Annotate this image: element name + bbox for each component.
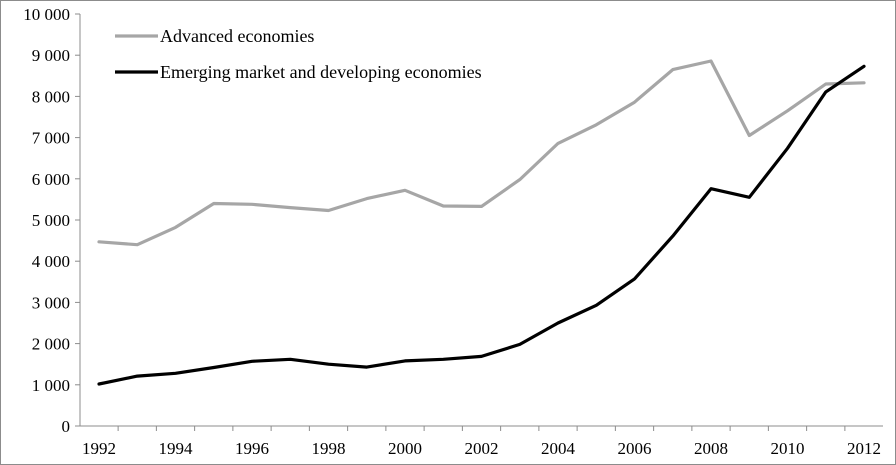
x-tick-label: 2000 bbox=[388, 439, 422, 458]
y-tick-label: 10 000 bbox=[23, 5, 70, 24]
x-tick-label: 2004 bbox=[541, 439, 576, 458]
y-tick-label: 8 000 bbox=[32, 87, 70, 106]
y-tick-label: 4 000 bbox=[32, 252, 70, 271]
x-tick-label: 2012 bbox=[847, 439, 881, 458]
y-tick-label: 0 bbox=[62, 417, 71, 436]
legend: Advanced economies Emerging market and de… bbox=[115, 26, 482, 82]
series-line-0 bbox=[97, 59, 866, 247]
x-tick-label: 1998 bbox=[312, 439, 346, 458]
legend-label-1: Emerging market and developing economies bbox=[160, 62, 482, 82]
x-tick-label: 2006 bbox=[618, 439, 652, 458]
y-tick-label: 5 000 bbox=[32, 211, 70, 230]
x-tick-label: 1996 bbox=[235, 439, 269, 458]
legend-label-0: Advanced economies bbox=[160, 26, 314, 46]
x-tick-label: 2008 bbox=[694, 439, 728, 458]
series-line-1 bbox=[97, 64, 866, 386]
y-tick-label: 2 000 bbox=[32, 335, 70, 354]
y-tick-label: 1 000 bbox=[32, 376, 70, 395]
y-axis: 0 1 000 2 000 3 000 4 000 5 000 6 000 7 000 8 00… bbox=[23, 5, 81, 436]
series-layer bbox=[97, 59, 866, 386]
y-tick-label: 7 000 bbox=[32, 129, 70, 148]
x-tick-label: 1994 bbox=[159, 439, 194, 458]
y-tick-label: 3 000 bbox=[32, 293, 70, 312]
x-axis: 1992 1994 1996 1998 2000 2002 2004 2006 2008 2010… bbox=[80, 425, 883, 458]
y-tick-label: 6 000 bbox=[32, 170, 70, 189]
y-tick-label: 9 000 bbox=[32, 46, 70, 65]
x-tick-label: 1992 bbox=[82, 439, 116, 458]
x-tick-label: 2010 bbox=[771, 439, 805, 458]
x-tick-label: 2002 bbox=[465, 439, 499, 458]
